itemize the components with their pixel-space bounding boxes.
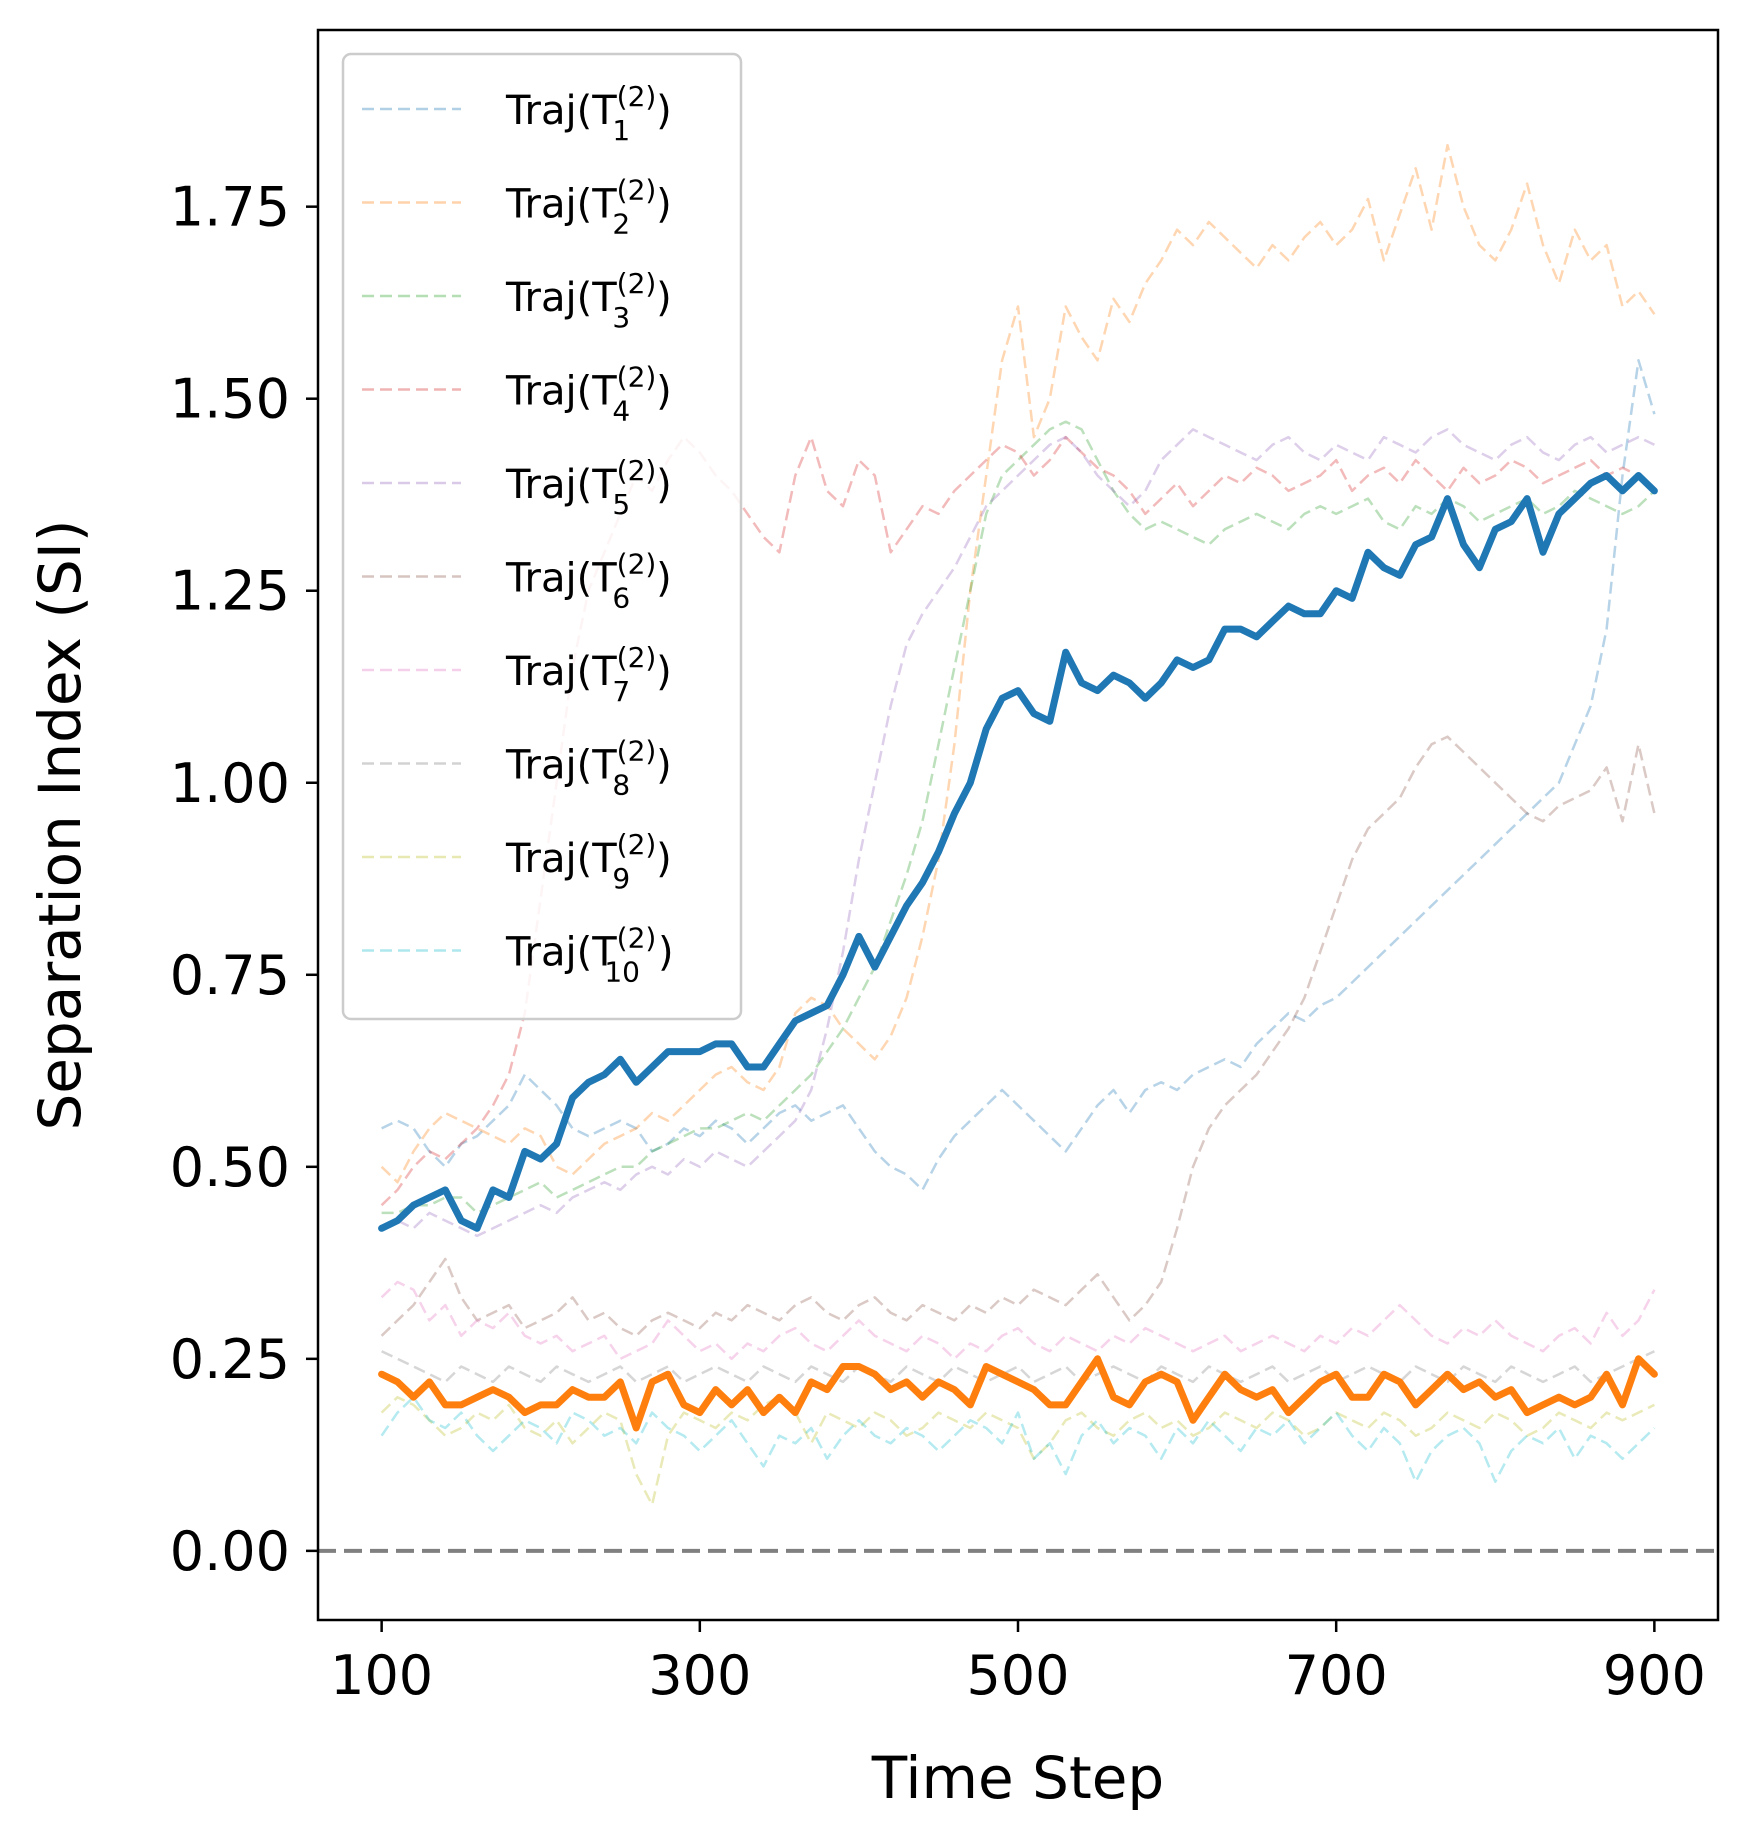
x-tick-label: 300 [648, 1644, 751, 1707]
legend-label: Traj(T(2) 4) [505, 361, 672, 428]
legend-label: Traj(T(2) 2) [505, 174, 672, 241]
y-tick-label: 0.75 [170, 944, 290, 1007]
legend-label: Traj(T(2) 1) [505, 80, 672, 147]
series-line-traj-5 [381, 428, 1655, 1238]
series-line-traj-2 [380, 143, 1656, 1184]
legend-label: Traj(T(2) 10) [505, 922, 674, 989]
series-line-traj-7 [380, 1280, 1656, 1361]
series-layer [318, 143, 1718, 1553]
series-line-traj-4 [380, 435, 1656, 1207]
y-tick-label: 0.50 [170, 1136, 290, 1199]
legend: Traj(T(2) 1) Traj(T(2) 2) Traj(T(2) 3) Traj(T(… [341, 52, 743, 1021]
y-tick-label: 1.75 [170, 176, 290, 239]
y-tick-label: 1.00 [170, 752, 290, 815]
legend-frame [341, 52, 743, 1021]
series-line-traj-6 [380, 735, 1656, 1338]
series-line-traj-9 [380, 1395, 1655, 1507]
x-tick-label: 500 [966, 1644, 1069, 1707]
legend-label: Traj(T(2) 7) [505, 641, 672, 708]
x-axis-label: Time Step [871, 1744, 1164, 1812]
ticks-layer: 100 300 500 700 900 0.00 0.25 0.50 0.75 1.00 1.25 1… [170, 176, 1706, 1707]
x-tick-label: 100 [330, 1644, 433, 1707]
legend-label: Traj(T(2) 5) [505, 454, 672, 521]
y-axis-label: Separation Index (SI) [26, 519, 94, 1130]
x-tick-label: 700 [1285, 1644, 1388, 1707]
legend-label: Traj(T(2) 9) [505, 828, 672, 895]
x-tick-label: 900 [1603, 1644, 1706, 1707]
y-tick-label: 1.50 [170, 368, 290, 431]
series-line-traj-10 [380, 1395, 1656, 1483]
series-line-mean-1 [378, 472, 1658, 1232]
legend-label: Traj(T(2) 3) [505, 267, 672, 334]
y-tick-label: 0.25 [170, 1328, 290, 1391]
y-tick-label: 1.25 [170, 560, 290, 623]
y-tick-label: 0.00 [170, 1520, 290, 1583]
legend-label: Traj(T(2) 6) [505, 548, 672, 615]
series-line-mean-2 [378, 1355, 1658, 1432]
legend-label: Traj(T(2) 8) [505, 735, 672, 802]
series-line-traj-1 [381, 359, 1656, 1192]
